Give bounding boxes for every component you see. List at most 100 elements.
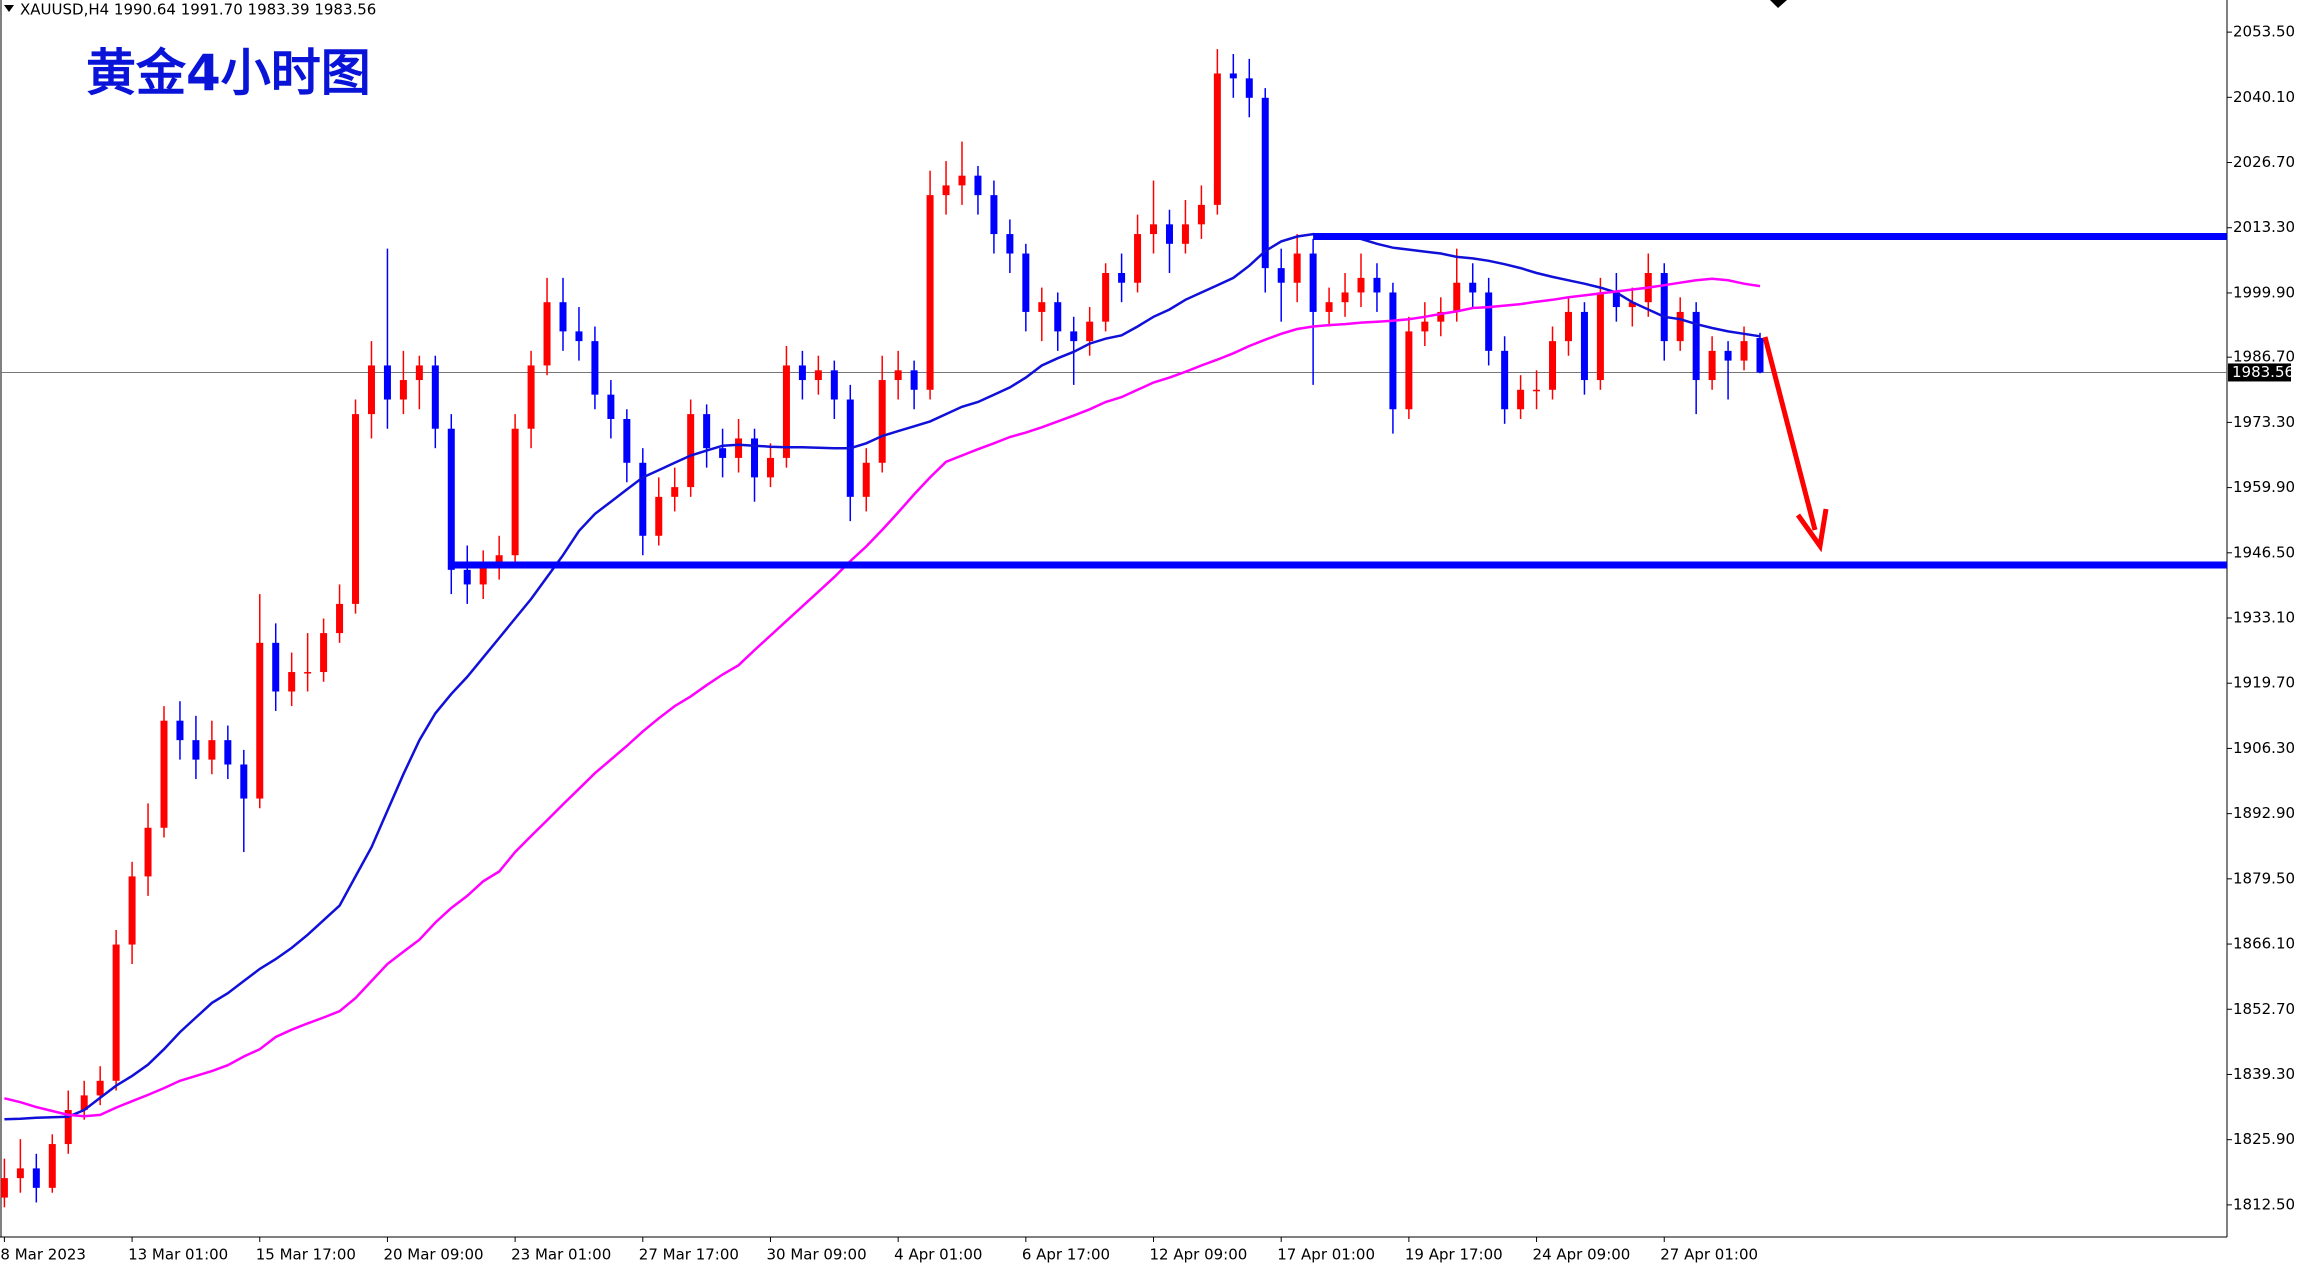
candle-body xyxy=(1213,73,1221,205)
candle-body xyxy=(304,672,312,674)
candle-body xyxy=(320,633,328,673)
candle-body xyxy=(1612,292,1620,308)
candle-body xyxy=(48,1144,56,1188)
candle-body xyxy=(751,438,759,478)
candle-body xyxy=(160,720,168,828)
candle-body xyxy=(1485,292,1493,351)
candle-body xyxy=(1596,292,1604,381)
candle-body xyxy=(926,195,934,390)
x-tick-label: 23 Mar 01:00 xyxy=(511,1246,611,1264)
candle-body xyxy=(479,564,487,585)
candle-body xyxy=(1517,389,1525,410)
candle-body xyxy=(288,672,296,692)
candle-body xyxy=(240,764,248,799)
candle-body xyxy=(703,414,711,449)
candle-body xyxy=(1756,338,1764,373)
candle-body xyxy=(399,380,407,400)
candle-body xyxy=(1580,311,1588,381)
candle-body xyxy=(719,448,727,458)
candle-body xyxy=(766,457,774,478)
candle-body xyxy=(735,438,743,458)
x-tick-label: 24 Apr 09:00 xyxy=(1533,1246,1631,1264)
candle-body xyxy=(1341,292,1349,303)
candle-body xyxy=(0,1178,8,1198)
candle-body xyxy=(224,740,232,765)
x-tick-label: 6 Apr 17:00 xyxy=(1022,1246,1110,1264)
candle-body xyxy=(1245,78,1253,98)
candle-body xyxy=(415,365,423,381)
candle-body xyxy=(591,341,599,395)
moving-average-line xyxy=(4,277,1761,1118)
candle-body xyxy=(383,365,391,400)
x-tick-label: 19 Apr 17:00 xyxy=(1405,1246,1503,1264)
candle-body xyxy=(144,827,152,877)
y-tick-label: 1986.70 xyxy=(2233,348,2295,366)
y-tick-label: 2013.30 xyxy=(2233,218,2295,236)
candle-body xyxy=(894,370,902,381)
candle-body xyxy=(1325,302,1333,312)
candle-body xyxy=(1453,282,1461,312)
candle-body xyxy=(1134,234,1142,283)
candle-body xyxy=(1501,350,1509,410)
candle-body xyxy=(543,302,551,366)
candle-body xyxy=(447,428,455,570)
candle-body xyxy=(352,414,360,604)
marker-arrow xyxy=(1770,0,1787,8)
y-tick-label: 1959.90 xyxy=(2233,478,2295,496)
y-tick-label: 2026.70 xyxy=(2233,153,2295,171)
candle-body xyxy=(1293,253,1301,283)
y-tick-label: 1839.30 xyxy=(2233,1065,2295,1083)
candle-body xyxy=(1038,302,1046,312)
y-tick-label: 1946.50 xyxy=(2233,543,2295,561)
candle-body xyxy=(1118,272,1126,283)
current-price-label: 1983.56 xyxy=(2232,363,2294,381)
candle-body xyxy=(1277,268,1285,283)
y-tick-label: 2053.50 xyxy=(2233,23,2295,41)
candle-body xyxy=(1421,321,1429,332)
y-tick-label: 1999.90 xyxy=(2233,283,2295,301)
moving-average-line xyxy=(4,232,1761,1121)
candle-body xyxy=(990,195,998,235)
current-price-tag xyxy=(2228,363,2291,382)
candle-body xyxy=(176,720,184,741)
menu-triangle xyxy=(4,5,14,12)
candle-body xyxy=(671,487,679,497)
candle-body xyxy=(1006,234,1014,254)
candle-body xyxy=(128,876,136,945)
candle-body xyxy=(1150,224,1158,235)
x-tick-label: 20 Mar 09:00 xyxy=(383,1246,483,1264)
forecast-arrow xyxy=(1762,336,1829,553)
candle-body xyxy=(1054,302,1062,332)
plot-area xyxy=(0,49,2227,1208)
candle-body xyxy=(80,1095,88,1110)
y-tick-label: 1933.10 xyxy=(2233,609,2295,627)
candle-body xyxy=(1692,311,1700,381)
candle-body xyxy=(256,642,264,799)
y-tick-label: 1973.30 xyxy=(2233,413,2295,431)
candle-body xyxy=(623,418,631,463)
candle-body xyxy=(1469,282,1477,293)
candle-body xyxy=(878,380,886,463)
candle-body xyxy=(655,496,663,536)
y-tick-label: 1906.30 xyxy=(2233,739,2295,757)
candle-body xyxy=(559,302,567,332)
candle-body xyxy=(112,944,120,1081)
candle-body xyxy=(575,331,583,342)
candle-body xyxy=(64,1109,72,1145)
arrow-head xyxy=(1795,508,1829,553)
candle-body xyxy=(32,1168,40,1188)
candle-body xyxy=(1437,311,1445,322)
candle-body xyxy=(830,370,838,400)
y-tick-label: 1919.70 xyxy=(2233,674,2295,692)
candle-body xyxy=(1389,292,1397,410)
x-tick-label: 17 Apr 01:00 xyxy=(1277,1246,1375,1264)
candle-body xyxy=(1708,350,1716,381)
candle-body xyxy=(910,370,918,390)
candle-body xyxy=(1549,341,1557,390)
candle-body xyxy=(1740,341,1748,361)
candle-body xyxy=(495,555,503,565)
y-tick-label: 1852.70 xyxy=(2233,1000,2295,1018)
x-tick-label: 13 Mar 01:00 xyxy=(128,1246,228,1264)
candle-body xyxy=(208,740,216,760)
